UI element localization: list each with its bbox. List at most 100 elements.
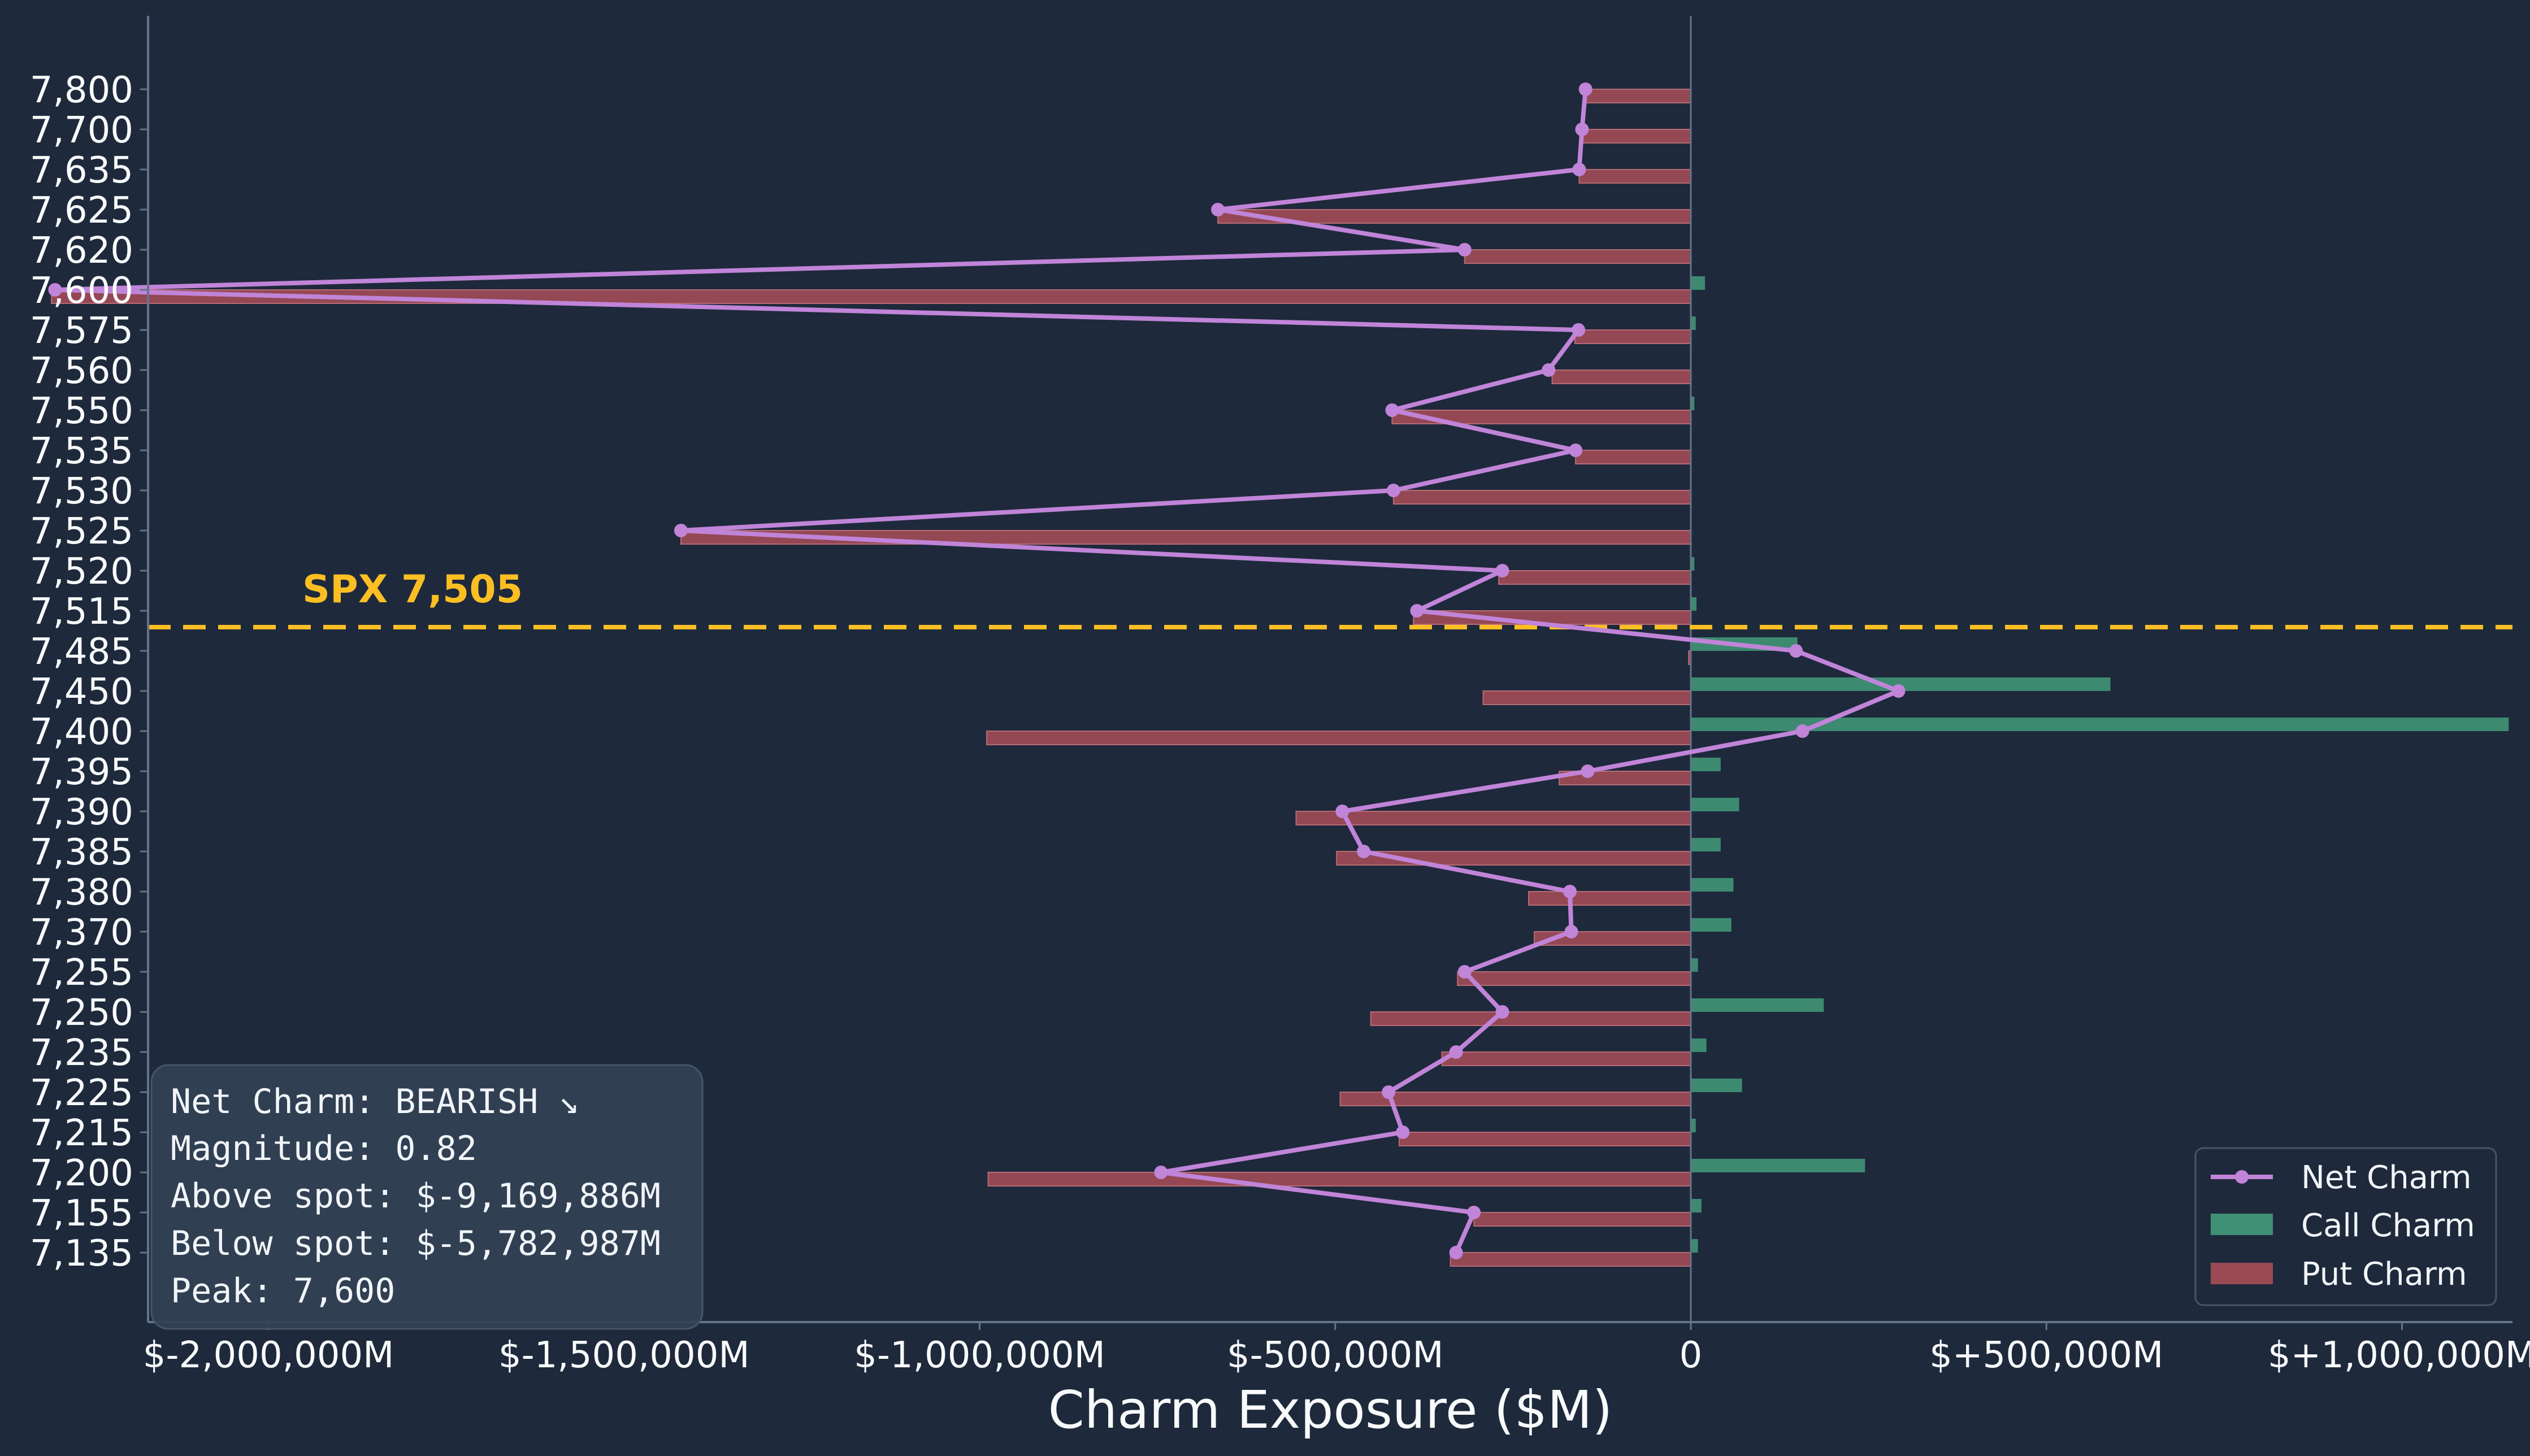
y-tick-label: 7,370 xyxy=(30,912,133,954)
y-tick-label: 7,550 xyxy=(30,390,133,432)
x-tick-label: $+1,000,000M xyxy=(2268,1335,2530,1376)
put-charm-bar xyxy=(1574,329,1691,344)
net-charm-point xyxy=(1578,82,1592,96)
legend-put-swatch xyxy=(2211,1263,2273,1284)
call-charm-bar xyxy=(1691,998,1824,1012)
net-charm-point xyxy=(1449,1045,1463,1059)
net-charm-point xyxy=(1357,845,1371,858)
call-charm-bar xyxy=(1691,557,1695,571)
y-tick-label: 7,800 xyxy=(30,69,133,111)
net-charm-point xyxy=(1449,1246,1463,1259)
legend-net-swatch-marker xyxy=(2235,1170,2249,1184)
x-axis-label: Charm Exposure ($M) xyxy=(1048,1380,1613,1440)
call-charm-bar xyxy=(1691,397,1695,410)
y-tick-labels: 7,8007,7007,6357,6257,6207,6007,5757,560… xyxy=(30,69,148,1275)
y-tick-label: 7,515 xyxy=(30,591,133,633)
y-tick-label: 7,535 xyxy=(30,431,133,472)
put-charm-bar xyxy=(1551,370,1692,384)
net-charm-point xyxy=(1495,564,1509,577)
infobox-line-magnitude: Magnitude: 0.82 xyxy=(171,1129,477,1168)
net-charm-point xyxy=(1457,965,1472,979)
y-tick-label: 7,620 xyxy=(30,230,133,272)
y-tick-label: 7,225 xyxy=(30,1072,133,1114)
y-tick-label: 7,485 xyxy=(30,631,133,673)
y-tick-label: 7,385 xyxy=(30,832,133,873)
net-charm-series xyxy=(48,82,1906,1259)
y-tick-label: 7,380 xyxy=(30,872,133,914)
net-charm-point xyxy=(1563,885,1577,898)
net-charm-line xyxy=(53,89,1901,1254)
put-charm-bar xyxy=(1585,89,1691,103)
put-charm-bar xyxy=(1581,129,1691,144)
net-charm-point xyxy=(1396,1125,1410,1139)
put-charm-bar xyxy=(1441,1051,1691,1066)
put-charm-bar xyxy=(986,731,1691,745)
call-charm-bar xyxy=(1691,958,1698,972)
y-tick-label: 7,700 xyxy=(30,110,133,151)
infobox-line-above-spot: Above spot: $-9,169,886M xyxy=(171,1176,661,1216)
y-tick-label: 7,390 xyxy=(30,792,133,833)
y-tick-label: 7,525 xyxy=(30,511,133,553)
x-tick-labels: $-2,000,000M $-1,500,000M $-1,000,000M $-50… xyxy=(143,1322,2530,1376)
put-charm-bar xyxy=(1528,891,1691,906)
put-charm-bar xyxy=(1578,169,1692,184)
net-charm-point xyxy=(674,524,688,537)
spot-marker: SPX 7,505 xyxy=(148,567,2512,629)
call-charm-bar xyxy=(1691,1199,1702,1212)
put-charm-bar xyxy=(1464,249,1692,264)
net-charm-point xyxy=(1467,1206,1481,1219)
call-charm-bar xyxy=(1691,276,1706,290)
net-charm-point xyxy=(1572,163,1586,176)
net-charm-point xyxy=(1495,1005,1509,1019)
net-charm-point xyxy=(1382,1085,1396,1099)
net-charm-point xyxy=(1569,444,1583,457)
call-charm-bar xyxy=(1691,1038,1707,1052)
net-charm-point xyxy=(1154,1166,1168,1179)
x-tick-label: $-1,500,000M xyxy=(498,1335,750,1376)
infobox-background xyxy=(150,1064,704,1330)
put-charm-bar xyxy=(1295,811,1691,825)
y-tick-label: 7,560 xyxy=(30,350,133,392)
net-charm-point xyxy=(1385,403,1399,417)
legend-net-label: Net Charm xyxy=(2301,1159,2472,1196)
net-charm-point xyxy=(1789,644,1803,658)
y-tick-label: 7,530 xyxy=(30,471,133,512)
y-tick-label: 7,155 xyxy=(30,1193,133,1235)
y-tick-label: 7,575 xyxy=(30,310,133,352)
call-charm-bar xyxy=(1691,918,1731,932)
summary-infobox: Net Charm: BEARISH ↘ Magnitude: 0.82 Abo… xyxy=(150,1064,704,1330)
call-charm-bar xyxy=(1691,758,1721,771)
net-charm-point xyxy=(1795,724,1809,738)
x-tick-label: $+500,000M xyxy=(1929,1335,2163,1376)
spot-label: SPX 7,505 xyxy=(302,567,523,612)
y-tick-label: 7,250 xyxy=(30,992,133,1034)
y-tick-label: 7,255 xyxy=(30,952,133,994)
legend-call-label: Call Charm xyxy=(2301,1207,2475,1244)
net-charm-point xyxy=(1575,123,1589,136)
put-charm-bar xyxy=(1575,450,1692,464)
legend-call-swatch xyxy=(2211,1214,2273,1235)
y-tick-label: 7,635 xyxy=(30,150,133,192)
call-charm-bar xyxy=(1691,838,1721,851)
call-charm-bar xyxy=(1691,316,1696,330)
x-tick-label: $-1,000,000M xyxy=(854,1335,1105,1376)
call-charm-bar xyxy=(1691,1079,1742,1092)
put-charm-bar xyxy=(1498,570,1692,585)
net-charm-point xyxy=(1572,323,1586,337)
call-charm-bar xyxy=(1691,1119,1696,1132)
net-charm-point xyxy=(1581,764,1595,778)
x-tick-label: $-500,000M xyxy=(1227,1335,1444,1376)
put-charm-bar xyxy=(1457,971,1691,986)
put-charm-bar xyxy=(1399,1132,1691,1146)
net-charm-point xyxy=(1457,243,1472,257)
y-tick-label: 7,520 xyxy=(30,551,133,593)
y-tick-label: 7,395 xyxy=(30,751,133,793)
call-charm-bar xyxy=(1691,1159,1865,1172)
x-tick-label: $-2,000,000M xyxy=(143,1335,394,1376)
call-charm-bar xyxy=(1691,1239,1698,1253)
put-charm-bar xyxy=(1370,1011,1692,1026)
net-charm-point xyxy=(1211,203,1225,216)
y-tick-label: 7,235 xyxy=(30,1032,133,1074)
y-tick-label: 7,450 xyxy=(30,671,133,713)
